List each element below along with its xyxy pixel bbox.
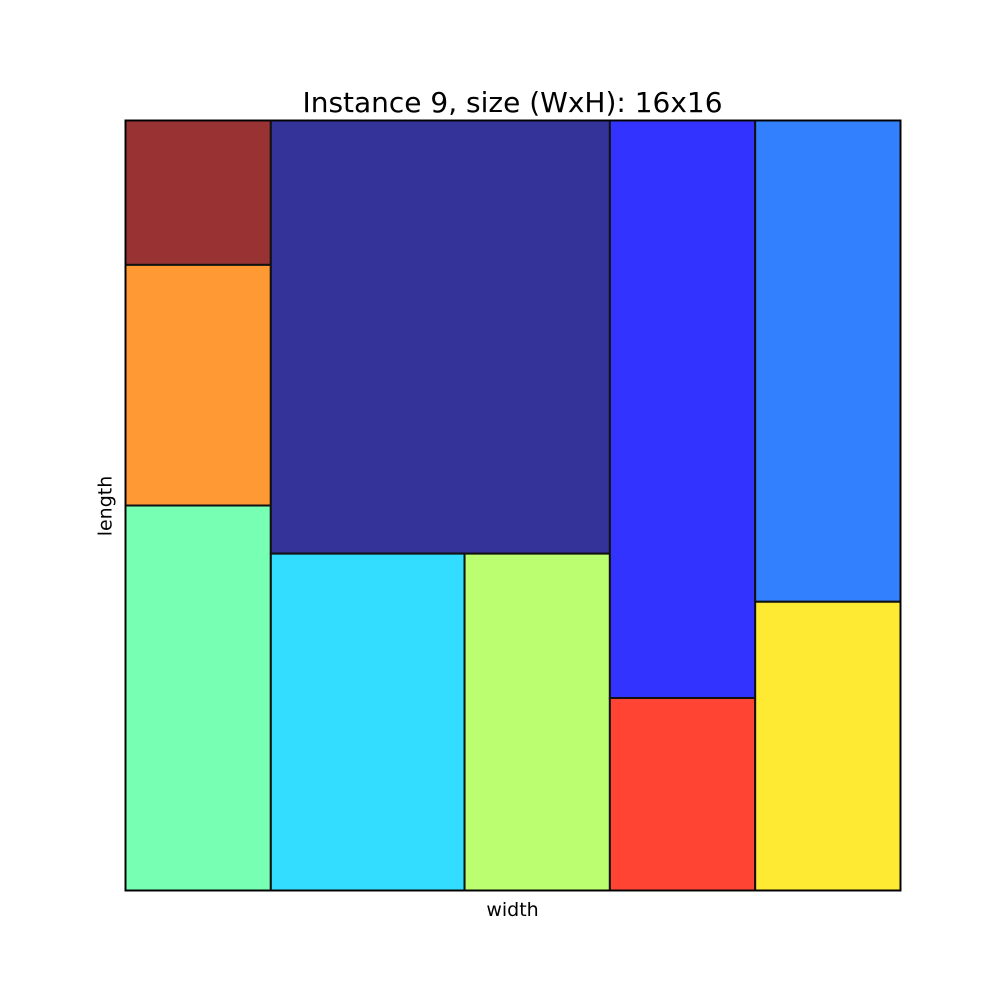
packed-rectangle-10 xyxy=(754,600,902,892)
packed-rectangle-6 xyxy=(463,552,611,892)
packed-rectangle-8 xyxy=(608,697,757,892)
chart-title: Instance 9, size (WxH): 16x16 xyxy=(302,86,722,119)
packed-rectangle-9 xyxy=(754,119,902,603)
packed-rectangle-3 xyxy=(124,504,272,892)
packed-rectangle-4 xyxy=(269,119,611,555)
x-axis-label: width xyxy=(486,899,538,921)
y-axis-label: length xyxy=(95,476,117,537)
packed-rectangle-1 xyxy=(124,119,272,266)
packed-rectangle-7 xyxy=(608,119,757,699)
packed-rectangle-5 xyxy=(269,552,466,892)
packed-rectangle-2 xyxy=(124,263,272,507)
plot-frame xyxy=(124,119,902,892)
plot-area xyxy=(124,119,902,892)
